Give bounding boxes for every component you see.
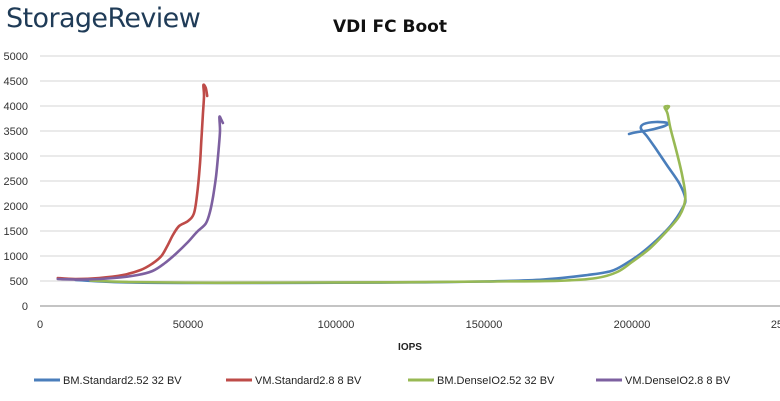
y-tick-label: 2000 bbox=[4, 201, 28, 213]
y-tick-label: 3500 bbox=[4, 126, 28, 138]
y-tick-label: 4000 bbox=[4, 101, 28, 113]
series-line-1 bbox=[74, 120, 687, 285]
x-axis-title: IOPS bbox=[398, 342, 422, 353]
legend-label: BM.DenseIO2.52 32 BV bbox=[437, 375, 555, 387]
series-lines bbox=[56, 83, 687, 285]
series-line-2 bbox=[56, 83, 209, 281]
x-tick-labels: 0 50000 100000 150000 200000 250 bbox=[37, 319, 780, 331]
legend: BM.Standard2.52 32 BV VM.Standard2.8 8 BV… bbox=[34, 375, 731, 387]
x-tick-label: 150000 bbox=[466, 319, 503, 331]
y-tick-label: 2500 bbox=[4, 176, 28, 188]
y-tick-label: 1500 bbox=[4, 226, 28, 238]
x-tick-label: 0 bbox=[37, 319, 43, 331]
x-tick-label: 50000 bbox=[173, 319, 204, 331]
y-tick-labels: 0 500 1000 1500 2000 2500 3000 3500 4000 4500 5000 bbox=[4, 51, 28, 313]
y-tick-label: 4500 bbox=[4, 76, 28, 88]
series-line-4 bbox=[56, 115, 225, 281]
y-tick-label: 1000 bbox=[4, 251, 28, 263]
y-tick-label: 3000 bbox=[4, 151, 28, 163]
gridlines bbox=[40, 55, 780, 307]
x-tick-label: 200000 bbox=[614, 319, 651, 331]
y-tick-label: 5000 bbox=[4, 51, 28, 63]
x-tick-label: 250 bbox=[771, 319, 780, 331]
storagereview-logo: StorageReview bbox=[6, 3, 201, 34]
x-tick-label: 100000 bbox=[318, 319, 355, 331]
chart-title: VDI FC Boot bbox=[333, 17, 447, 37]
legend-label: VM.Standard2.8 8 BV bbox=[255, 375, 362, 387]
y-tick-label: 500 bbox=[10, 276, 28, 288]
y-tick-label: 0 bbox=[22, 301, 28, 313]
legend-label: VM.DenseIO2.8 8 BV bbox=[625, 375, 731, 387]
legend-label: BM.Standard2.52 32 BV bbox=[63, 375, 182, 387]
series-line-3 bbox=[89, 104, 687, 285]
